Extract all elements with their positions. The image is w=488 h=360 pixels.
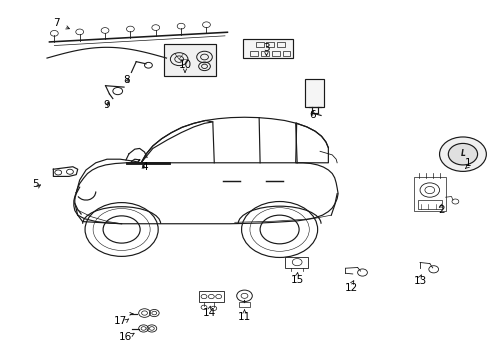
Bar [238, 302, 250, 307]
Bar [277, 42, 285, 47]
Text: 7: 7 [53, 18, 60, 28]
Bar [413, 177, 445, 211]
Bar [417, 200, 441, 209]
Text: 14: 14 [203, 309, 216, 318]
Text: 1: 1 [464, 158, 470, 168]
Text: 2: 2 [438, 206, 445, 216]
Bar [266, 42, 274, 47]
Bar [255, 42, 263, 47]
Text: 13: 13 [412, 276, 426, 286]
Text: 12: 12 [345, 283, 358, 293]
Bar [305, 79, 324, 107]
Bar [199, 291, 223, 302]
Text: 15: 15 [290, 275, 303, 285]
Text: 11: 11 [237, 312, 251, 322]
Circle shape [447, 143, 477, 165]
Text: 5: 5 [32, 179, 39, 189]
Bar [285, 257, 308, 268]
Text: 9: 9 [103, 100, 110, 111]
Bar [282, 50, 290, 56]
Bar [261, 50, 268, 56]
Text: 3: 3 [263, 43, 269, 53]
Bar [242, 40, 293, 58]
Text: 4: 4 [141, 162, 147, 172]
Bar [250, 50, 258, 56]
Text: 10: 10 [178, 60, 191, 70]
Text: 8: 8 [123, 75, 129, 85]
Text: 6: 6 [309, 111, 315, 121]
Text: 17: 17 [113, 316, 126, 325]
Bar [163, 44, 216, 76]
Bar [271, 50, 279, 56]
Text: L: L [460, 149, 465, 158]
Text: 16: 16 [118, 332, 131, 342]
Circle shape [439, 137, 486, 171]
